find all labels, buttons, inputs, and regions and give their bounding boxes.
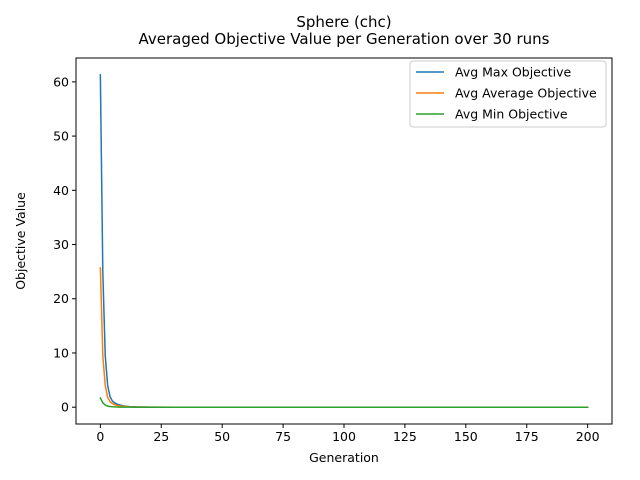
y-tick-label: 20: [53, 291, 69, 306]
legend-label-2: Avg Average Objective: [455, 86, 597, 101]
y-tick-label: 10: [53, 345, 69, 360]
legend-label-3: Avg Min Objective: [455, 107, 568, 122]
x-axis-ticks: 0 25 50 75 100 125 150 175 200: [96, 424, 600, 444]
x-tick-label: 200: [576, 429, 600, 444]
y-tick-label: 0: [61, 400, 69, 415]
x-tick-label: 150: [454, 429, 478, 444]
series-layer: [99, 74, 589, 408]
y-axis-ticks: 0 10 20 30 40 50 60: [53, 74, 76, 415]
series-line-2: [99, 267, 589, 408]
legend-label-1: Avg Max Objective: [455, 65, 572, 80]
x-tick-label: 0: [96, 429, 104, 444]
y-axis-label: Objective Value: [13, 192, 28, 290]
legend: Avg Max Objective Avg Average Objective Av…: [409, 60, 607, 128]
x-tick-label: 50: [214, 429, 230, 444]
y-tick-label: 50: [53, 129, 69, 144]
x-tick-label: 25: [153, 429, 169, 444]
chart-subtitle: Averaged Objective Value per Generation …: [139, 30, 550, 48]
y-tick-label: 40: [53, 183, 69, 198]
x-tick-label: 75: [275, 429, 291, 444]
legend-box: [409, 60, 607, 128]
y-tick-label: 30: [53, 237, 69, 252]
series-line-3: [99, 396, 589, 408]
y-tick-label: 60: [53, 74, 69, 89]
x-tick-label: 125: [393, 429, 417, 444]
x-tick-label: 175: [515, 429, 539, 444]
chart-title: Sphere (chc): [296, 13, 391, 31]
x-tick-label: 100: [332, 429, 356, 444]
x-axis-label: Generation: [309, 450, 379, 465]
